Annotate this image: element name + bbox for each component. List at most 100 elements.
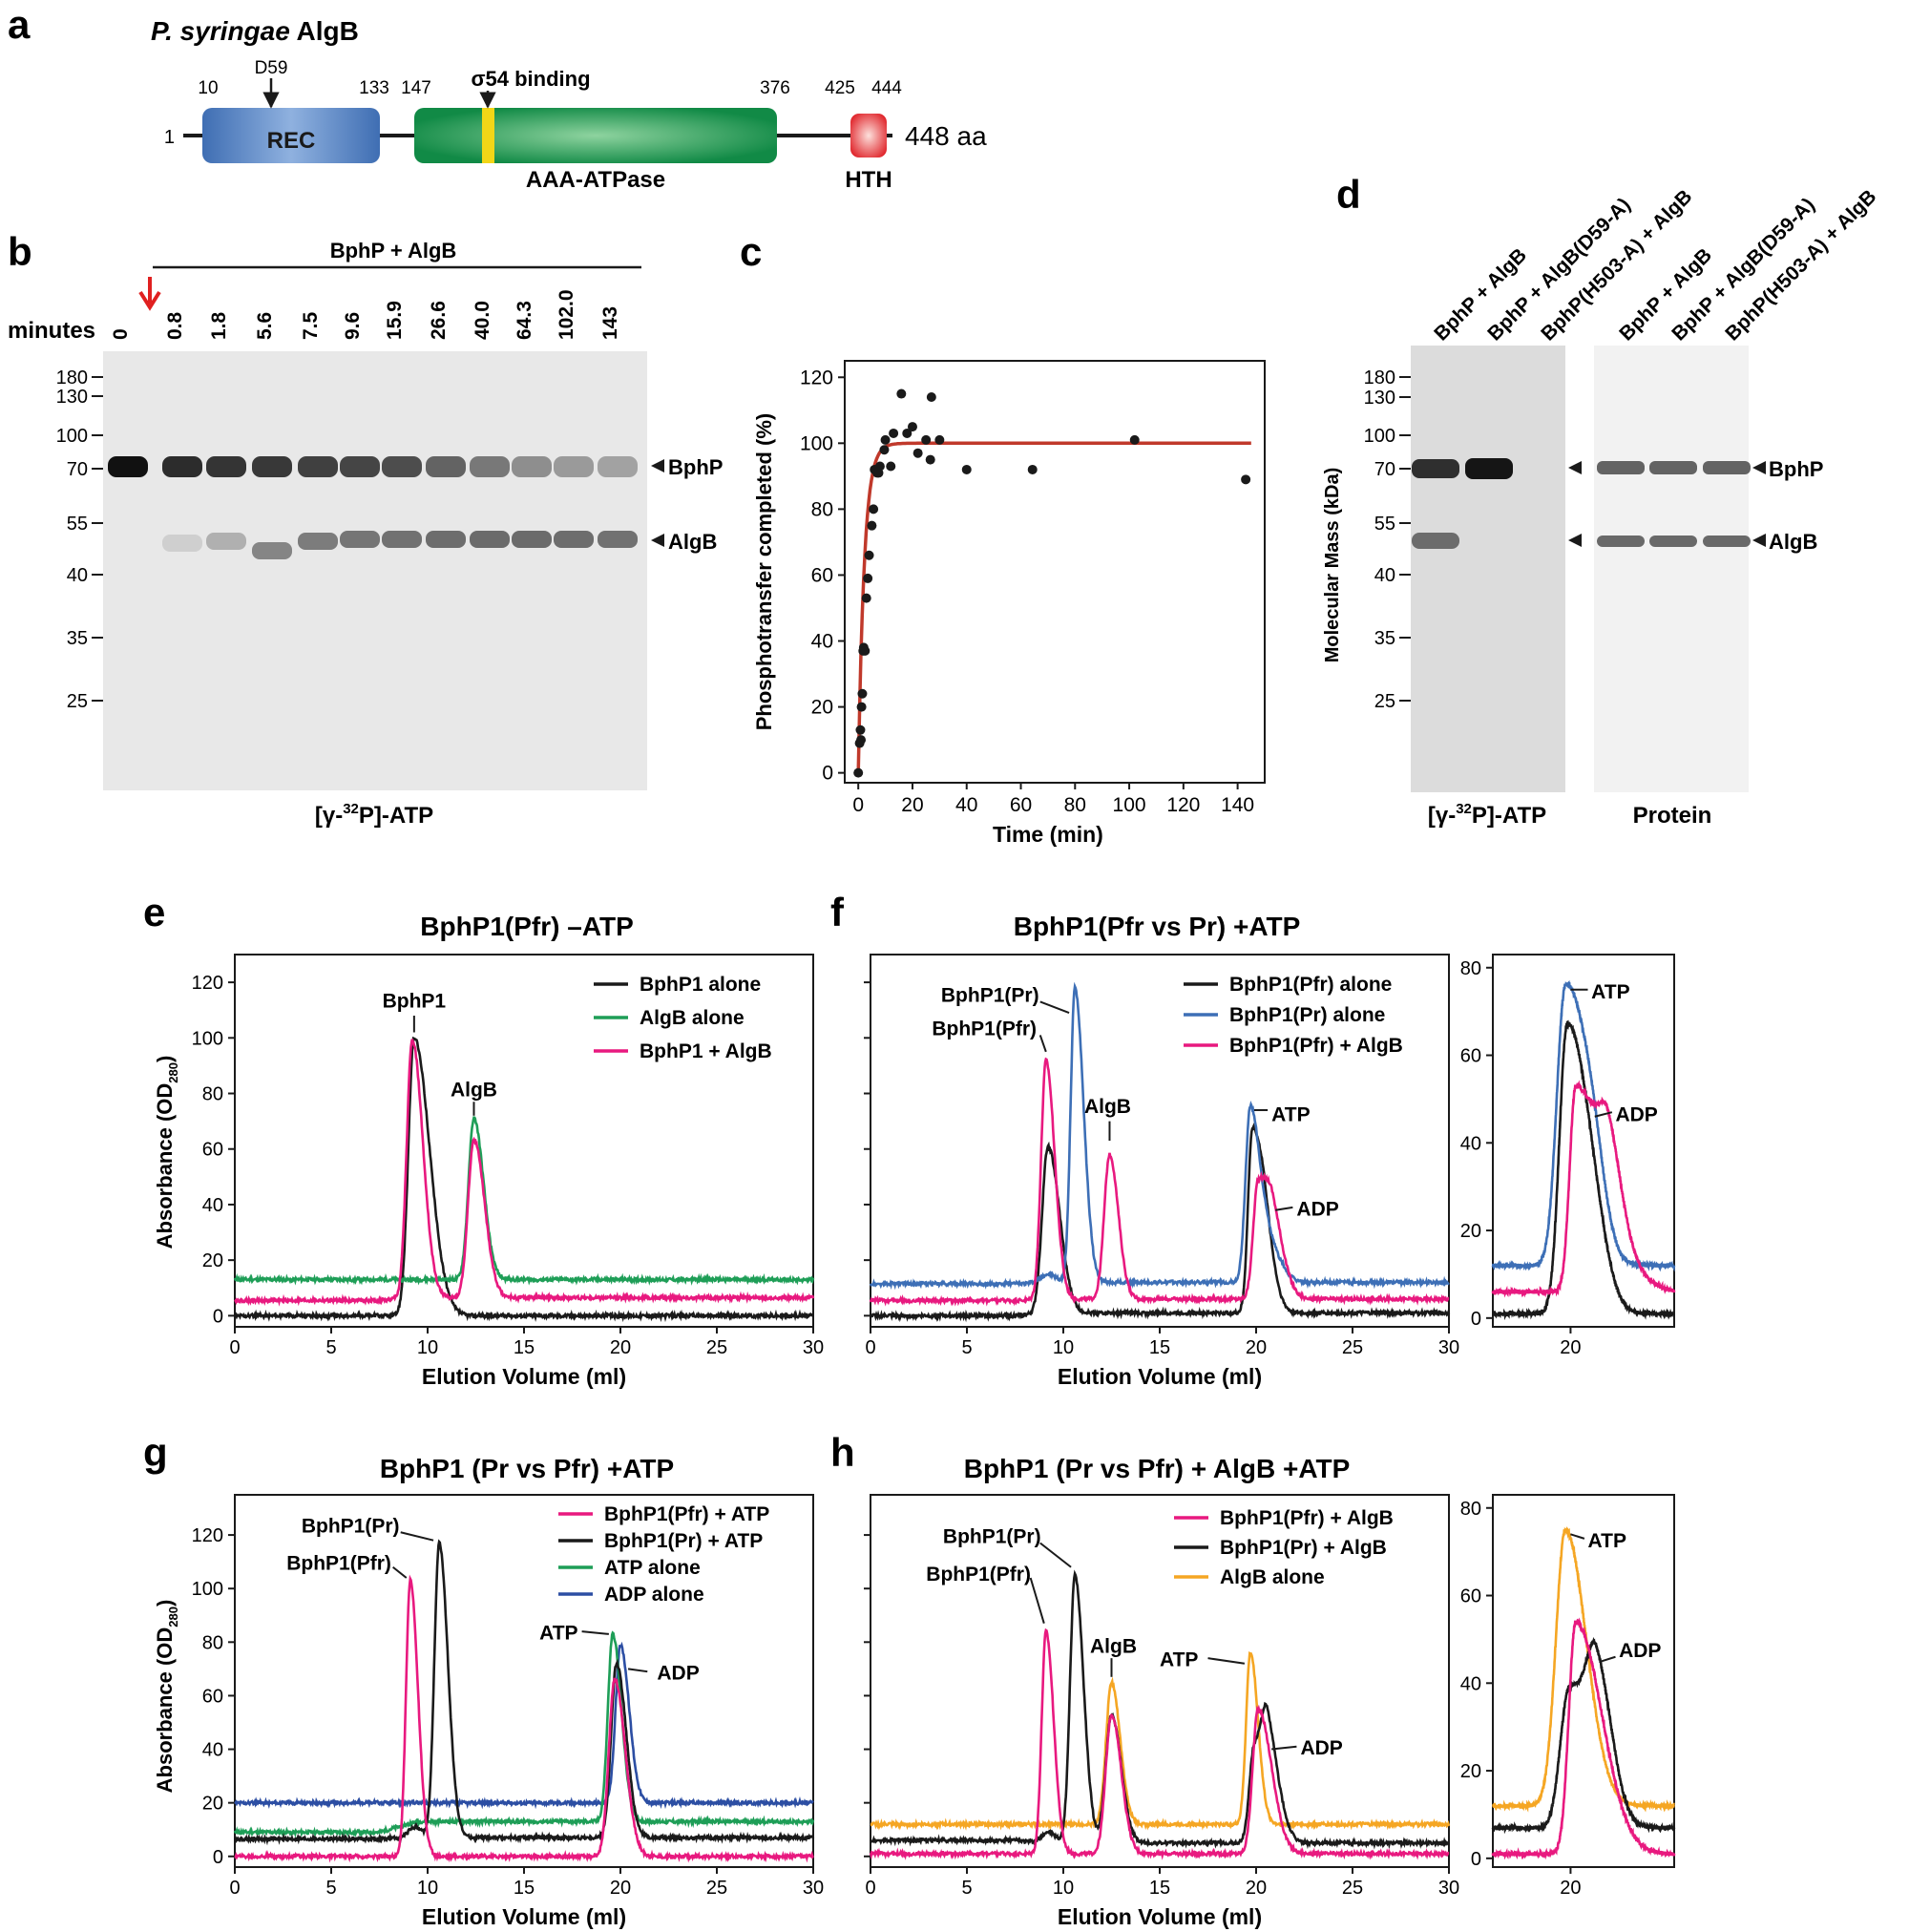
d-caption-left-pre: [γ- xyxy=(1428,803,1456,829)
g-ann-pfr-label: BphP1(Pfr) xyxy=(286,1553,391,1575)
b-band-bphp-11 xyxy=(598,456,638,477)
b-lane-label-6: 15.9 xyxy=(384,301,406,340)
c-point-22 xyxy=(896,388,907,399)
g-series-bphp1-pr-atp xyxy=(234,1539,815,1846)
g-ann-pr-label: BphP1(Pr) xyxy=(302,1515,400,1537)
d-caption-right: Protein xyxy=(1633,803,1712,829)
d-caption-left-post: P]-ATP xyxy=(1472,803,1546,829)
e-xtick-label-15: 15 xyxy=(514,1337,535,1358)
h-xtick-label-0: 0 xyxy=(865,1878,875,1899)
d-marker-130: 130 xyxy=(1364,388,1395,409)
f-inset-ytick-label-40: 40 xyxy=(1460,1133,1481,1154)
h-ann-atp-label: ATP xyxy=(1160,1649,1198,1671)
c-ytick-label-80: 80 xyxy=(811,498,833,520)
b-band-algb-4 xyxy=(298,533,338,550)
d-algb-label: AlgB xyxy=(1769,530,1817,554)
panel-letter-d: d xyxy=(1336,172,1361,217)
d-gel-left xyxy=(1411,346,1565,792)
f-inset-ytick-label-80: 80 xyxy=(1460,958,1481,979)
d-marker-180: 180 xyxy=(1364,368,1395,388)
b-band-bphp-4 xyxy=(298,456,338,477)
c-point-32 xyxy=(1129,434,1140,445)
f-xtick-label-25: 25 xyxy=(1342,1337,1363,1358)
h-inset-ann-atp-label: ATP xyxy=(1588,1530,1626,1552)
h-inset-series-bphp1-pfr-algb xyxy=(1491,1617,1676,1860)
h-inset-frame xyxy=(1492,1494,1675,1868)
h-ann-algb-label: AlgB xyxy=(1090,1636,1137,1658)
e-xtick-label-30: 30 xyxy=(803,1337,824,1358)
e-ylabel-end: ) xyxy=(153,1056,177,1062)
pos-147: 147 xyxy=(401,78,431,98)
h-series-bphp1-pfr-algb xyxy=(869,1628,1450,1860)
c-point-13 xyxy=(869,504,879,514)
aaa-label: AAA-ATPase xyxy=(526,167,665,193)
c-point-20 xyxy=(886,461,896,472)
b-lane-labels: 0 0.8 1.8 5.6 7.5 9.6 15.9 26.6 40.0 64.3 102.0 143 xyxy=(110,289,621,340)
e-legend-label-1: AlgB alone xyxy=(640,1007,745,1029)
f-legend-label-1: BphP1(Pr) alone xyxy=(1229,1004,1385,1026)
c-xtick-label-0: 0 xyxy=(852,794,864,816)
c-point-3 xyxy=(856,735,867,746)
e-xtick-label-10: 10 xyxy=(417,1337,438,1358)
d-right-bphp-arrow xyxy=(1752,461,1766,474)
f-ann-adp-leader xyxy=(1275,1206,1293,1211)
panel-letter-g: g xyxy=(143,1430,168,1475)
e-xtick-label-5: 5 xyxy=(325,1337,336,1358)
start-arrow xyxy=(138,277,161,311)
b-band-algb-6 xyxy=(382,531,422,548)
d-right-band-algb-1 xyxy=(1649,536,1697,547)
h-series-algb-alone xyxy=(870,1650,1451,1831)
c-point-26 xyxy=(921,434,932,445)
f-series-bphp1-pfr-algb xyxy=(869,1057,1450,1307)
c-point-9 xyxy=(861,593,871,603)
g-ann-pfr-leader xyxy=(392,1565,408,1579)
d-right-band-bphp-1 xyxy=(1649,461,1697,474)
f-inset-ann-atp-label: ATP xyxy=(1591,981,1629,1003)
b-algb-arrowhead xyxy=(651,534,664,547)
pos-425: 425 xyxy=(825,78,855,98)
c-point-30 xyxy=(961,464,972,474)
g-ytick-label-100: 100 xyxy=(192,1579,223,1600)
g-legend-label-3: ADP alone xyxy=(604,1584,704,1606)
h-xtick-label-25: 25 xyxy=(1342,1878,1363,1899)
h-inset-ytick-label-60: 60 xyxy=(1460,1586,1481,1607)
b-bands xyxy=(108,456,638,559)
b-marker-25: 25 xyxy=(67,691,88,712)
h-ann-pr-label: BphP1(Pr) xyxy=(943,1526,1041,1548)
panel-a: a P. syringae AlgB REC AAA-ATPase HTH 1 … xyxy=(8,2,987,193)
b-marker-40: 40 xyxy=(67,565,88,586)
f-inset-ytick-label-20: 20 xyxy=(1460,1221,1481,1242)
d-marker-25: 25 xyxy=(1374,691,1395,712)
c-point-28 xyxy=(926,391,936,402)
h-inset-ytick-label-0: 0 xyxy=(1471,1849,1481,1870)
c-point-4 xyxy=(856,702,867,712)
f-xtick-label-5: 5 xyxy=(961,1337,972,1358)
b-bphp-label: BphP xyxy=(668,455,723,479)
f-ann-pr-leader xyxy=(1039,1000,1070,1015)
e-ann-algb-label: AlgB xyxy=(451,1079,497,1101)
g-legend-label-1: BphP1(Pr) + ATP xyxy=(604,1530,763,1552)
panel-letter-c: c xyxy=(740,229,762,274)
b-gel xyxy=(103,351,647,790)
g-ylabel-main: Absorbance (OD xyxy=(153,1628,177,1794)
b-bphp-arrowhead xyxy=(651,459,664,472)
b-band-bphp-7 xyxy=(426,456,466,477)
e-ytick-label-120: 120 xyxy=(192,973,223,994)
d-ylabel: Molecular Mass (kDa) xyxy=(1322,468,1343,663)
c-plot: 0 20 40 60 80 100 120 140 0 20 40 60 80 100 120 Time (m… xyxy=(752,360,1266,847)
d-left-band-algb-0 xyxy=(1412,533,1459,549)
c-point-5 xyxy=(857,688,868,699)
sigma54-binding-site xyxy=(482,108,494,163)
c-xtick-label-100: 100 xyxy=(1113,794,1146,816)
b-band-bphp-6 xyxy=(382,456,422,477)
sigma54-label: σ54 binding xyxy=(471,67,590,91)
c-point-21 xyxy=(889,428,899,438)
h-inset: 20 0 20 40 60 80 ATP ADP xyxy=(1460,1494,1676,1899)
e-ytick-label-40: 40 xyxy=(202,1195,223,1216)
h-legend-label-0: BphP1(Pfr) + AlgB xyxy=(1220,1507,1394,1529)
e-legend-label-2: BphP1 + AlgB xyxy=(640,1040,772,1062)
panel-a-title-italic: P. syringae xyxy=(151,16,290,46)
f-xtick-label-20: 20 xyxy=(1246,1337,1267,1358)
f-inset-series-bphp1-pfr-algb xyxy=(1491,1080,1676,1298)
